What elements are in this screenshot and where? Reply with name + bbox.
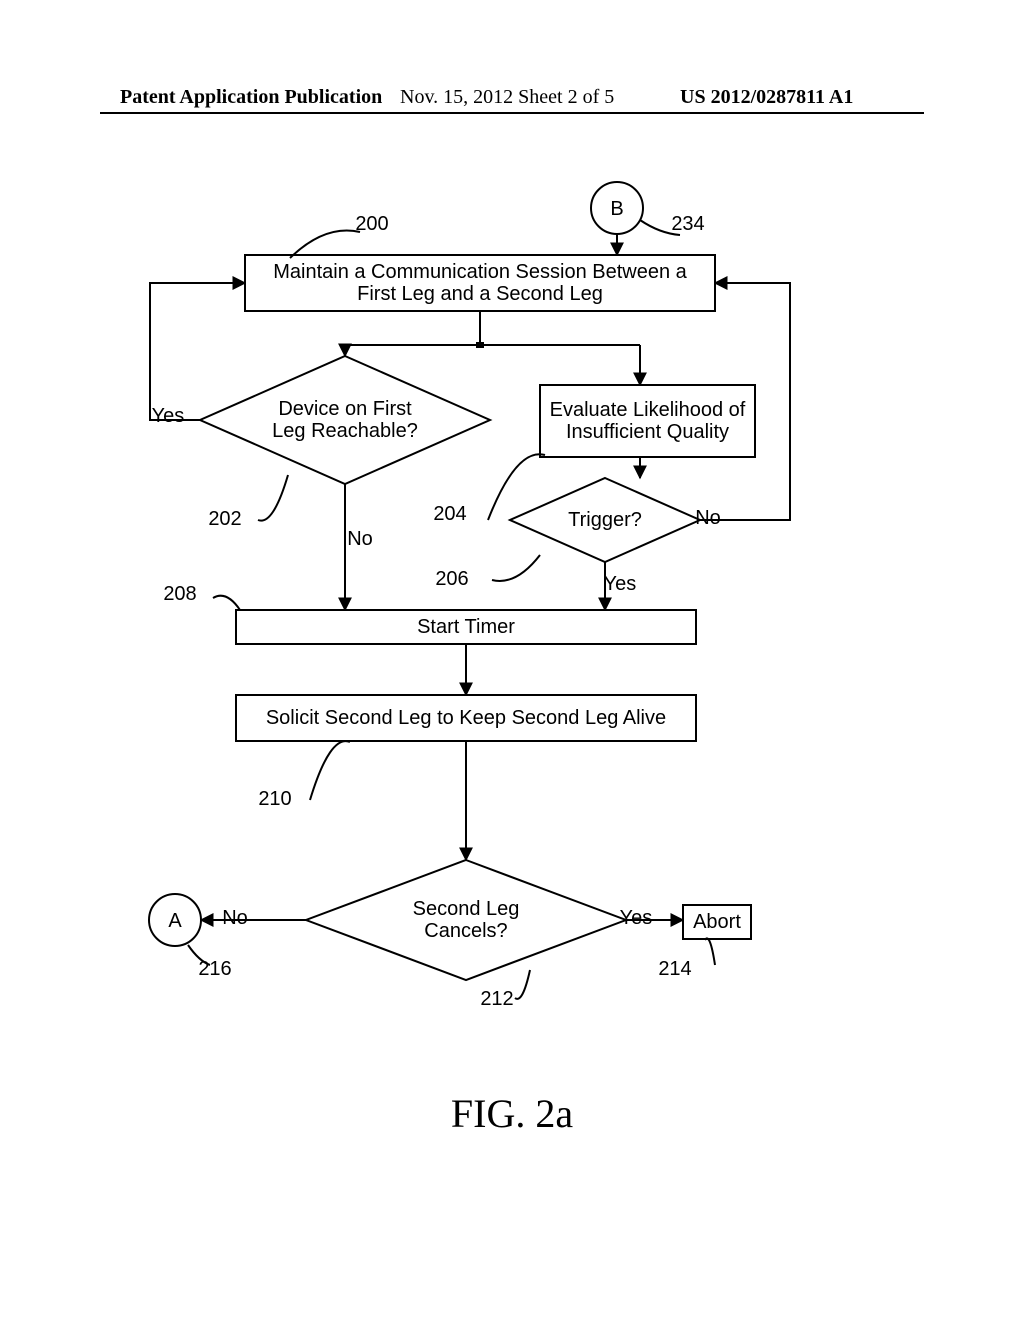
svg-text:200: 200	[355, 213, 388, 235]
svg-text:214: 214	[658, 958, 691, 980]
svg-text:Second Leg: Second Leg	[413, 898, 520, 920]
svg-text:210: 210	[258, 788, 291, 810]
svg-text:212: 212	[480, 988, 513, 1010]
svg-text:202: 202	[208, 508, 241, 530]
svg-text:Cancels?: Cancels?	[424, 920, 507, 942]
svg-text:Abort: Abort	[693, 911, 741, 933]
svg-text:Yes: Yes	[604, 573, 637, 595]
svg-text:No: No	[347, 528, 373, 550]
svg-text:234: 234	[671, 213, 704, 235]
svg-text:206: 206	[435, 568, 468, 590]
flow-edge	[150, 283, 245, 420]
svg-text:Trigger?: Trigger?	[568, 509, 642, 531]
svg-text:Maintain a Communication Sessi: Maintain a Communication Session Between…	[273, 261, 687, 283]
svg-text:Evaluate Likelihood of: Evaluate Likelihood of	[550, 399, 746, 421]
svg-text:204: 204	[433, 503, 466, 525]
svg-text:Insufficient Quality: Insufficient Quality	[566, 421, 729, 443]
svg-text:Yes: Yes	[152, 405, 185, 427]
svg-text:Device on First: Device on First	[278, 398, 412, 420]
figure-label: FIG. 2a	[0, 1090, 1024, 1137]
svg-text:No: No	[695, 507, 721, 529]
svg-text:First Leg and a Second Leg: First Leg and a Second Leg	[357, 283, 603, 305]
svg-text:No: No	[222, 907, 248, 929]
svg-text:Yes: Yes	[620, 907, 653, 929]
svg-text:A: A	[168, 910, 182, 932]
svg-text:Solicit Second Leg to Keep Se: Solicit Second Leg to Keep Second Leg Al…	[266, 707, 666, 729]
svg-text:Leg Reachable?: Leg Reachable?	[272, 420, 418, 442]
svg-text:B: B	[610, 198, 623, 220]
svg-text:Start Timer: Start Timer	[417, 616, 515, 638]
page: Patent Application Publication Nov. 15, …	[0, 0, 1024, 1320]
svg-text:216: 216	[198, 958, 231, 980]
svg-text:208: 208	[163, 583, 196, 605]
